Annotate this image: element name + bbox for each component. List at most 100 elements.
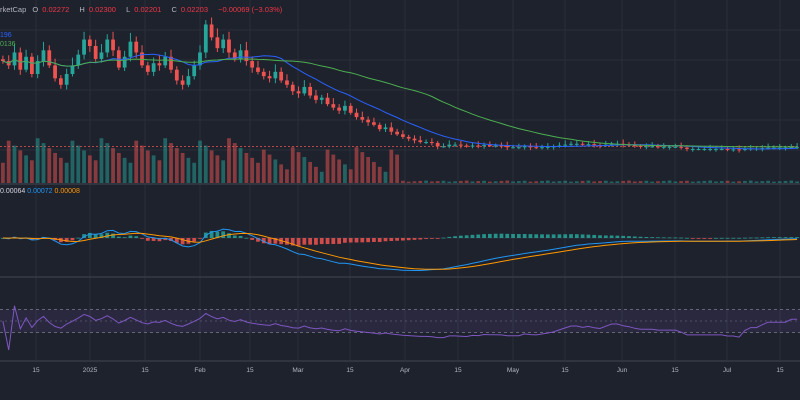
candle-body-14 <box>82 39 86 55</box>
candle-body-114 <box>661 146 666 148</box>
candle-body-109 <box>632 145 637 147</box>
candle-body-94 <box>545 146 550 148</box>
volume-bar-78 <box>453 181 457 183</box>
volume-bar-90 <box>522 180 527 183</box>
macd-hist-90 <box>522 234 527 238</box>
macd-hist-45 <box>261 238 266 244</box>
macd-hist-74 <box>430 238 434 239</box>
candle-body-37 <box>215 37 220 49</box>
candle-body-75 <box>435 142 440 147</box>
volume-bar-80 <box>464 180 469 183</box>
volume-bar-109 <box>632 181 637 183</box>
x-axis-label-7: Apr <box>400 367 411 374</box>
macd-hist-44 <box>256 238 260 242</box>
macd-hist-22 <box>128 235 133 238</box>
volume-bar-8 <box>47 148 52 183</box>
candles <box>1 17 799 153</box>
candle-body-19 <box>111 39 115 51</box>
macd-hist-71 <box>412 238 417 240</box>
candle-body-61 <box>354 112 359 118</box>
volume-bar-63 <box>366 157 370 183</box>
macd-hist-62 <box>360 238 365 243</box>
candle-body-44 <box>256 67 260 72</box>
volume-bar-9 <box>53 152 57 183</box>
volume-bar-116 <box>673 181 678 183</box>
volume-bar-125 <box>725 180 730 183</box>
macd-hist-19 <box>111 233 115 238</box>
candle-body-67 <box>389 127 394 132</box>
macd-hist-103 <box>598 235 602 238</box>
open-label: O <box>32 5 39 14</box>
macd-hist-72 <box>418 238 423 240</box>
candle-body-70 <box>406 136 411 139</box>
x-axis-label-1: 2025 <box>83 367 98 374</box>
volume-bar-17 <box>99 138 104 183</box>
macd-hist-67 <box>389 238 394 241</box>
macd-hist-102 <box>592 234 597 238</box>
macd-hist-98 <box>569 234 573 238</box>
volume-bar-95 <box>551 181 556 183</box>
candle-body-89 <box>516 147 521 149</box>
volume-bar-105 <box>609 181 614 183</box>
candle-body-31 <box>180 80 185 85</box>
candle-body-54 <box>314 95 318 100</box>
macd-hist-12 <box>70 238 75 241</box>
candle-body-127 <box>737 149 742 151</box>
macd-hist-61 <box>354 238 359 243</box>
candle-body-21 <box>122 56 127 68</box>
volume-bar-20 <box>116 152 121 183</box>
macd-legend: 0.00064 0.00072 0.00008 <box>0 188 80 195</box>
volume-bar-129 <box>748 180 753 183</box>
volume-bar-71 <box>412 181 417 183</box>
macd-hist-58 <box>337 238 342 244</box>
macd-hist-51 <box>296 238 301 246</box>
volume-bar-83 <box>482 180 486 183</box>
candle-body-8 <box>47 50 52 66</box>
candle-body-50 <box>290 84 295 92</box>
volume-bar-73 <box>424 180 428 183</box>
volume-bar-137 <box>795 181 799 183</box>
candle-body-73 <box>424 142 428 144</box>
volume-bar-126 <box>731 181 736 183</box>
candle-body-116 <box>673 146 678 148</box>
candle-body-120 <box>696 148 701 150</box>
macd-hist-131 <box>760 237 765 239</box>
candle-body-100 <box>580 143 585 145</box>
candle-body-42 <box>244 50 249 62</box>
volume-bar-12 <box>70 140 75 183</box>
macd-hist-96 <box>557 234 562 238</box>
volume-bar-86 <box>499 180 504 183</box>
candle-body-115 <box>667 146 672 148</box>
volume-bar-1 <box>6 140 11 183</box>
macd-hist-value: 0.00008 <box>54 188 80 195</box>
candle-body-7 <box>41 50 46 62</box>
macd-hist-124 <box>719 237 724 239</box>
volume-bar-22 <box>128 162 133 183</box>
x-axis-label-0: 15 <box>32 367 40 374</box>
macd-hist-49 <box>285 238 289 245</box>
macd-hist-120 <box>696 238 701 239</box>
candle-body-38 <box>221 39 226 49</box>
candle-body-5 <box>30 56 34 74</box>
x-axis-label-9: May <box>507 367 520 374</box>
macd-hist-95 <box>551 234 556 238</box>
volume-bar-54 <box>314 166 318 183</box>
volume-bar-39 <box>227 138 231 183</box>
volume-bar-10 <box>58 157 63 183</box>
volume-bar-97 <box>563 180 568 183</box>
candle-body-78 <box>453 144 457 146</box>
macd-hist-109 <box>632 236 637 238</box>
macd-hist-50 <box>290 238 295 246</box>
macd-hist-57 <box>331 238 336 245</box>
x-axis-label-14: 15 <box>776 367 784 374</box>
macd-hist-111 <box>644 236 649 238</box>
macd-hist-13 <box>76 237 81 239</box>
volume-bar-21 <box>122 157 127 183</box>
x-axis-label-4: 15 <box>246 367 254 374</box>
macd-hist-69 <box>401 238 405 241</box>
macd-hist-77 <box>447 236 452 238</box>
macd-hist-73 <box>424 238 428 239</box>
x-axis-label-2: 15 <box>141 367 149 374</box>
macd-hist-129 <box>748 237 753 239</box>
